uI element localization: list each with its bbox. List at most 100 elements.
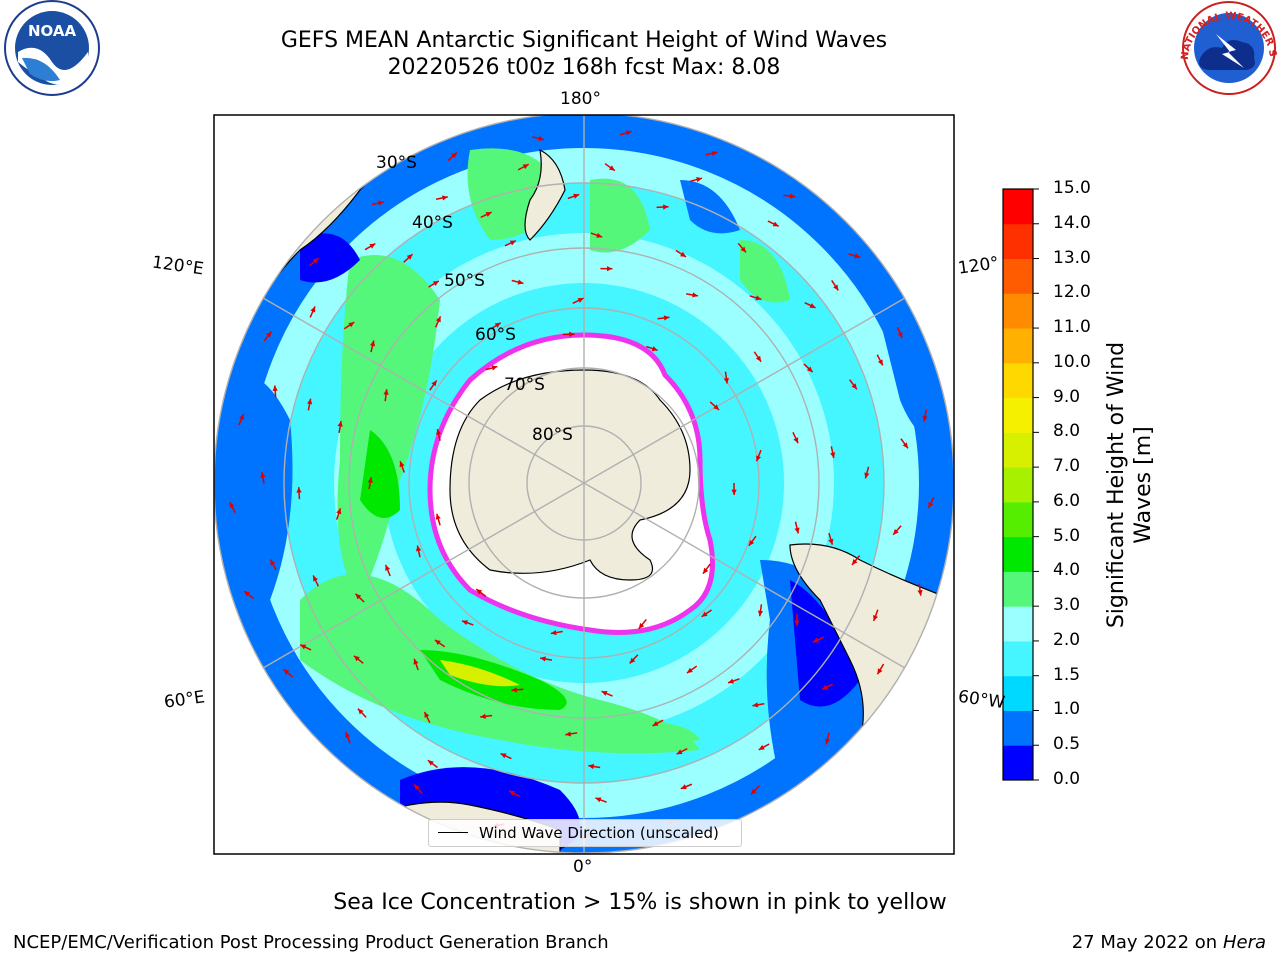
wave-band-west [337, 255, 440, 600]
colorbar-segment [1003, 432, 1033, 468]
wave-arrow-head [588, 763, 595, 770]
wave-arrow-head [629, 657, 636, 664]
colorbar-segment [1003, 710, 1033, 746]
lat-label-70s: 70°S [504, 375, 545, 395]
wave-arrow-head [270, 559, 276, 566]
wave-arrow-head [461, 620, 468, 626]
wave-arrow-head [828, 538, 834, 545]
wave-arrow-head [748, 539, 755, 546]
wave-arrow-head [625, 130, 632, 136]
colorbar-tick-label: 11.0 [1053, 317, 1091, 338]
colorbar-tick-label: 12.0 [1053, 282, 1091, 303]
wave-arrow-head [789, 193, 796, 199]
wave-arrow-head [756, 455, 761, 462]
lat-label-50s: 50°S [444, 271, 485, 291]
wave-arrow-head [427, 760, 434, 766]
wave-arrow-head [353, 655, 360, 662]
wave-arrow-head [877, 359, 883, 366]
legend-line-icon [438, 832, 468, 833]
wave-arrow-head [897, 331, 903, 338]
colorbar-segment [1003, 571, 1033, 607]
colorbar-segment [1003, 328, 1033, 364]
chart-subtitle: 20220526 t00z 168h fcst Max: 8.08 [387, 55, 781, 80]
wave-arrow-head [608, 165, 615, 171]
wave-arrow-head [538, 135, 545, 141]
wave-arrow-head [491, 365, 498, 371]
colorbar-label-line1: Significant Height of Wind [1104, 341, 1129, 629]
colorbar-label-line2: Waves [m] [1131, 426, 1156, 544]
wave-arrow-head [873, 615, 878, 622]
wave-arrow-head [794, 527, 800, 534]
colorbar-tick-label: 5.0 [1053, 525, 1081, 546]
wave-arrow-head [755, 295, 762, 301]
wave-arrow-head [652, 721, 659, 726]
wave-arrow-head [416, 545, 422, 552]
wave-arrow-head [336, 508, 342, 515]
wave-arrow-head [750, 788, 757, 795]
colorbar-tick-label: 8.0 [1053, 421, 1081, 442]
wave-arrow-head [757, 610, 764, 617]
colorbar-segment [1003, 536, 1033, 572]
wave-arrow-head [540, 656, 546, 662]
wave-arrow-head [435, 513, 441, 520]
wave-arrow-head [431, 380, 437, 387]
wave-arrow-head [663, 315, 670, 321]
wave-arrow-head [266, 331, 272, 338]
wave-arrow-head [494, 322, 501, 328]
lon-label-0: 0° [573, 857, 593, 877]
legend-text: Wind Wave Direction (unscaled) [479, 824, 719, 842]
wave-arrow-head [307, 398, 313, 405]
noaa-logo-text: NOAA [28, 22, 77, 40]
wave-arrow-head [367, 477, 373, 484]
colorbar-segment [1003, 606, 1033, 642]
wave-arrow-head [928, 502, 934, 509]
wave-arrow-head [413, 658, 419, 665]
wave-arrow-head [500, 753, 507, 759]
footer-host: Hera [1222, 932, 1266, 953]
colorbar-tick-label: 13.0 [1053, 247, 1091, 268]
wave-arrow-head [812, 637, 819, 643]
wave-arrow-head [577, 298, 584, 303]
wave-arrow-head [312, 258, 319, 264]
wave-arrow-head [522, 164, 529, 170]
wave-arrow-head [680, 251, 687, 257]
wave-arrow-head [435, 316, 441, 323]
wave-arrow-head [550, 629, 557, 636]
wave-arrow-head [509, 240, 516, 246]
wave-arrow-head [377, 200, 384, 206]
wave-direction-arrows [228, 130, 935, 840]
colorbar-tick-label: 3.0 [1053, 595, 1081, 616]
wave-arrow-head [345, 732, 351, 739]
wave-arrow-head [406, 254, 413, 260]
colorbar-segment [1003, 258, 1033, 294]
wave-arrow-head [596, 232, 603, 238]
colorbar-tick-label: 6.0 [1053, 490, 1081, 511]
lat-label-60s: 60°S [475, 325, 516, 345]
wave-arrow-head [300, 644, 307, 650]
colorbar-tick-label: 2.0 [1053, 629, 1081, 650]
wave-arrow-head [432, 280, 439, 286]
noaa-logo: NOAA [4, 0, 100, 96]
wave-arrow-head [383, 389, 389, 395]
wave-arrow-head [569, 331, 575, 337]
colorbar-segment [1003, 397, 1033, 433]
wave-arrow-head [728, 678, 735, 684]
wave-arrow-head [442, 195, 448, 201]
wave-arrow-head [864, 472, 870, 479]
wave-arrow-head [424, 711, 430, 718]
wave-arrow-head [595, 797, 602, 803]
wave-arrow-head [713, 404, 720, 411]
colorbar-segment [1003, 501, 1033, 538]
wave-arrow-head [296, 487, 302, 493]
wave-arrow-head [711, 150, 718, 157]
colorbar-label: Significant Height of Wind Waves [m] [1103, 342, 1157, 628]
wave-arrow-head [369, 340, 376, 347]
wave-arrow-head [793, 437, 799, 444]
colorbar-segment [1003, 189, 1033, 225]
wave-arrow-head [723, 377, 729, 384]
wave-arrow-head [260, 471, 266, 478]
wave-arrow-head [485, 212, 492, 217]
lat-label-40s: 40°S [412, 213, 453, 233]
footer-date-text: 27 May 2022 on [1071, 932, 1218, 953]
colorbar-segment [1003, 467, 1033, 503]
